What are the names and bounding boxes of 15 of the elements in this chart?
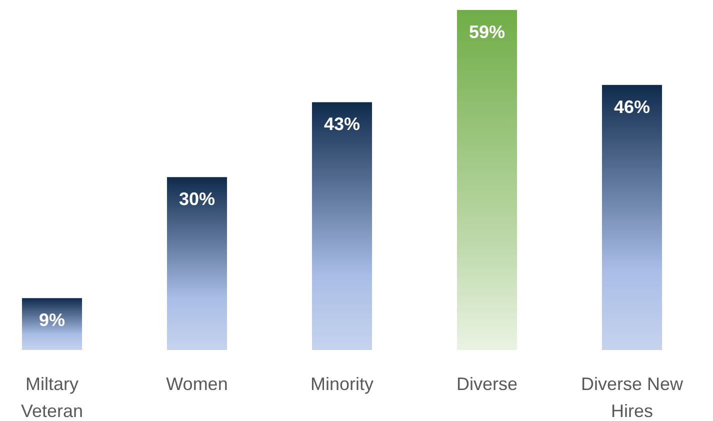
bar (22, 298, 82, 350)
x-tick-label: Minority (310, 374, 374, 394)
x-tick-label: Miltary Veteran (20, 374, 84, 421)
bar (602, 84, 662, 350)
x-tick-label: Diverse (456, 374, 518, 394)
x-tick-label: Women (166, 374, 228, 394)
bar (312, 102, 372, 350)
data-label: 30% (178, 189, 216, 210)
data-label: 59% (468, 22, 506, 42)
data-label: 43% (324, 114, 360, 134)
bar (166, 177, 228, 350)
x-tick-label: Diverse New Hires (580, 374, 684, 421)
bar (456, 10, 518, 350)
data-label: 9% (38, 310, 66, 330)
data-label: 46% (614, 96, 650, 117)
